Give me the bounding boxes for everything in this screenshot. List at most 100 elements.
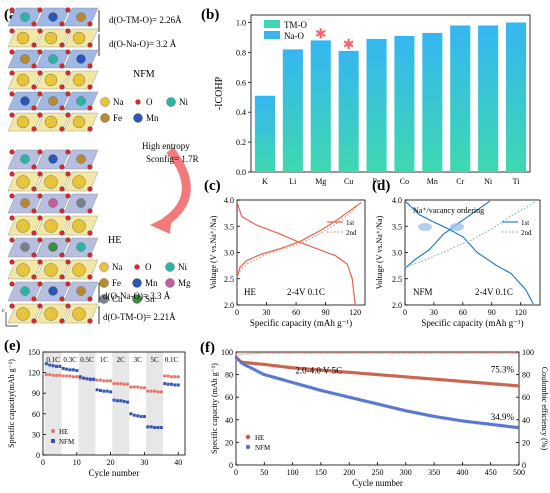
x-tick-label: 120 [515, 308, 527, 317]
data-point-CE [430, 352, 433, 355]
o-atom [9, 70, 15, 76]
tm-atom [20, 286, 30, 296]
o-atom [65, 7, 71, 13]
bar [366, 38, 387, 172]
nfm-crystal-structure [7, 7, 99, 132]
data-point-CE [339, 352, 342, 355]
data-point-NFM [122, 399, 126, 403]
na-atom [16, 115, 30, 129]
y-right-tick-label: 80 [522, 371, 530, 380]
legend-label-1st: 1st [521, 219, 529, 227]
legend-label-nfm: NFM [59, 438, 75, 446]
data-point-CE [423, 352, 426, 355]
data-point-CE [353, 352, 356, 355]
y-tick-label: 3.0 [224, 249, 234, 258]
o-atom [37, 112, 43, 118]
data-point-CE [468, 352, 471, 355]
o-atom [65, 171, 71, 177]
data-point-NFM [102, 389, 106, 393]
data-point-HE [132, 385, 136, 389]
x-tick-label: Mn [427, 177, 438, 186]
data-point-CE [434, 352, 437, 355]
data-point-NFM [75, 369, 79, 373]
o-atom [9, 28, 15, 34]
data-point-HE [169, 375, 174, 379]
data-point-HE [139, 386, 143, 390]
data-point-NFM [126, 400, 130, 404]
data-point-CE [342, 352, 344, 355]
na-atom [44, 73, 58, 87]
na-atom [16, 73, 30, 87]
panel-e-letter: (e) [4, 338, 21, 354]
data-point-NFM [65, 367, 69, 371]
o-atom [37, 91, 43, 97]
data-point-CE [389, 352, 392, 355]
legend-label-he: HE [255, 434, 264, 442]
data-point-NFM [109, 390, 113, 394]
o-atom [65, 303, 71, 309]
y-tick-label: 0 [229, 461, 233, 470]
condition-label: 2-4V 0.1C [287, 287, 325, 297]
data-point-CE [378, 352, 381, 355]
panel-d-letter: (d) [372, 178, 390, 194]
na-atom [44, 115, 58, 129]
data-point-CE [475, 352, 478, 355]
bar [422, 32, 443, 172]
high-entropy-arrowhead [150, 214, 172, 234]
data-point-CE [419, 352, 421, 355]
o-atom [9, 7, 15, 13]
rate-label: 0.1C [165, 356, 179, 364]
data-point-CE [477, 352, 480, 355]
na-atom [72, 307, 86, 321]
data-point-CE [310, 352, 313, 355]
bar [506, 22, 527, 172]
data-point-NFM [169, 382, 173, 386]
data-point-CE [271, 352, 274, 355]
tm-atom [76, 96, 86, 106]
ni-legend-label: Ni [178, 262, 187, 272]
nfm-title: NFM [133, 69, 155, 80]
data-point-CE [290, 352, 292, 355]
na-atom [44, 307, 58, 321]
condition-label: 2.0-4.0 V 5C [295, 365, 342, 375]
o-atom [59, 208, 65, 214]
data-point-CE [500, 352, 503, 355]
o-atom [65, 149, 71, 155]
data-point-CE [369, 352, 372, 355]
axis-c-label: c [2, 308, 5, 314]
data-point-CE [301, 352, 304, 355]
tm-atom [20, 198, 30, 208]
data-point-NFM [129, 412, 133, 416]
y-tick-label: 30 [32, 430, 40, 439]
o-atom [87, 126, 93, 132]
o-atom [87, 318, 93, 324]
o-atom [87, 252, 93, 258]
o-atom [65, 91, 71, 97]
plot-frame [250, 14, 531, 173]
data-point-CE [394, 352, 396, 355]
nfm-element-legend: Na O Ni Fe Mn [100, 97, 188, 123]
x-axis-label: Cycle number [352, 478, 403, 488]
o-atom [37, 70, 43, 76]
o-atom [65, 70, 71, 76]
rate-label: 2C [117, 356, 126, 364]
mn-legend-label: Mn [146, 113, 159, 123]
data-point-CE [312, 352, 315, 355]
data-point-HE [48, 373, 52, 377]
tm-atom [20, 96, 30, 106]
data-point-HE [102, 379, 106, 383]
o-atom [31, 296, 37, 302]
data-point-CE [403, 352, 406, 355]
o-atom [87, 208, 93, 214]
data-point-NFM [78, 375, 82, 379]
x-tick-label: 300 [400, 468, 412, 477]
x-tick-label: 90 [488, 308, 496, 317]
he-retention-label: 75.3% [491, 364, 515, 374]
o-atom [9, 237, 15, 243]
na-atom [72, 115, 86, 129]
o-atom [87, 296, 93, 302]
x-tick-label: 40 [174, 458, 182, 467]
x-tick-label: Ti [513, 177, 521, 186]
panel-e-rate-chart: (e) 0.1C 0.3C 0.5C 1C 2C 3C 5C 0.1C0 10 20 30 40030… [4, 338, 186, 478]
bar [254, 95, 275, 172]
